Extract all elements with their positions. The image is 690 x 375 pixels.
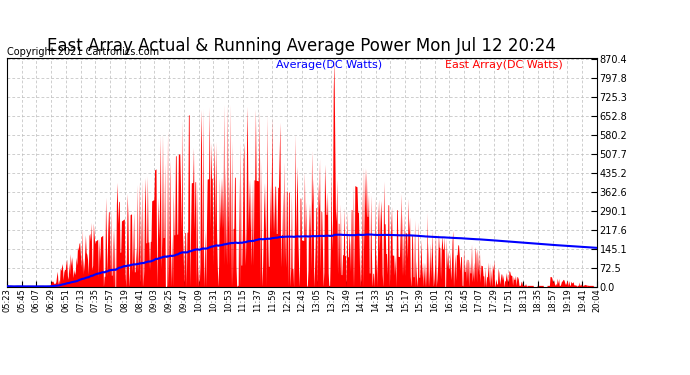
Text: Average(DC Watts): Average(DC Watts): [276, 60, 382, 70]
Text: East Array(DC Watts): East Array(DC Watts): [445, 60, 563, 70]
Text: Copyright 2021 Cartronics.com: Copyright 2021 Cartronics.com: [7, 47, 159, 57]
Title: East Array Actual & Running Average Power Mon Jul 12 20:24: East Array Actual & Running Average Powe…: [48, 37, 556, 55]
